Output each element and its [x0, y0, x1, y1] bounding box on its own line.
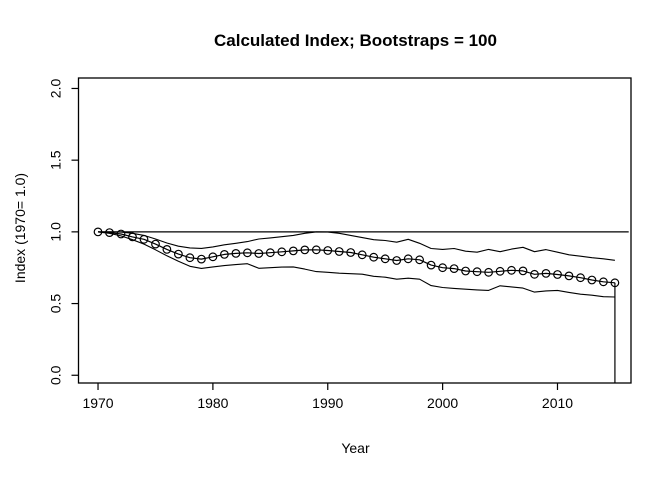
plot-box [77, 77, 632, 384]
x-axis-tick-label: 1990 [312, 395, 343, 411]
data-point [277, 247, 287, 257]
data-point [162, 244, 172, 254]
data-point [541, 269, 551, 278]
data-point [346, 248, 356, 257]
data-point [587, 275, 597, 285]
data-point [231, 248, 241, 258]
data-point [334, 247, 344, 256]
data-point [173, 249, 183, 259]
data-point [116, 229, 126, 239]
data-point [392, 256, 402, 265]
data-point [495, 266, 505, 276]
data-point [300, 245, 310, 255]
data-point [461, 266, 471, 276]
data-point [242, 248, 252, 258]
chart-title: Calculated Index; Bootstraps = 100 [214, 31, 497, 50]
y-axis-tick-label: 2.0 [48, 79, 64, 99]
data-point [449, 264, 459, 274]
y-axis-tick-label: 0.0 [48, 365, 64, 385]
data-point [576, 273, 585, 283]
data-point [610, 278, 620, 288]
data-point [484, 267, 494, 277]
data-point [288, 246, 298, 256]
y-axis-tick-label: 1.5 [48, 150, 64, 170]
data-point [518, 266, 528, 276]
data-point [369, 252, 379, 262]
y-axis-tick-label: 1.0 [48, 222, 64, 242]
x-axis-tick-label: 2010 [542, 395, 573, 411]
data-point [564, 271, 574, 281]
data-point [151, 239, 160, 249]
data-point [323, 246, 333, 255]
data-point [599, 277, 608, 287]
data-point [357, 250, 367, 260]
data-point [219, 249, 229, 259]
x-axis-tick-label: 1970 [82, 395, 113, 411]
data-point [254, 249, 264, 258]
data-point [208, 252, 218, 262]
data-point [507, 265, 516, 275]
x-axis-tick-label: 2000 [427, 395, 458, 411]
y-axis-tick-label: 0.5 [48, 294, 64, 314]
x-axis-tick-label: 1980 [197, 395, 228, 411]
data-point [415, 255, 425, 265]
data-point [196, 254, 206, 264]
data-point [380, 254, 390, 264]
data-point [93, 227, 103, 237]
data-point [128, 232, 137, 242]
data-point [403, 254, 413, 264]
data-point [185, 253, 195, 263]
data-point [311, 245, 321, 255]
lower-bootstrap-band-line [97, 231, 615, 298]
data-point [105, 228, 114, 238]
index-line [97, 231, 615, 284]
x-axis-label: Year [341, 440, 370, 456]
data-point [139, 234, 149, 244]
upper-bootstrap-band-line [98, 231, 615, 261]
data-point [553, 270, 562, 279]
data-point [472, 267, 482, 277]
data-point [530, 269, 539, 279]
data-point [265, 248, 275, 258]
data-point [438, 263, 448, 273]
data-point [426, 260, 436, 270]
